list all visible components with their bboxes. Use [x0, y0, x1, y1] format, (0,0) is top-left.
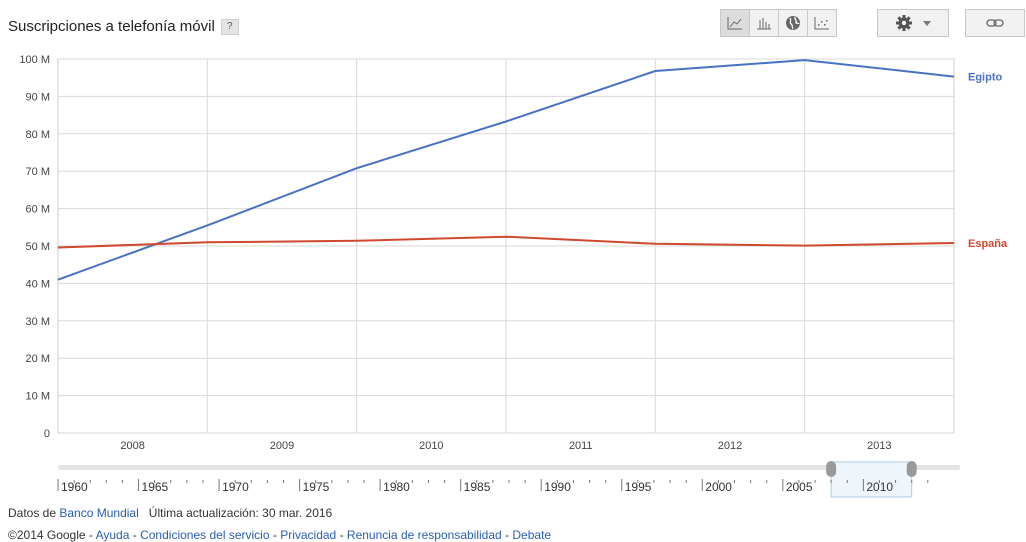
- privacy-link[interactable]: Privacidad: [280, 528, 336, 542]
- y-tick-label: 50 M: [26, 241, 50, 253]
- y-tick-label: 80 M: [26, 129, 50, 141]
- x-tick-label: 2011: [569, 440, 593, 452]
- slider-year-label: 1985: [464, 480, 491, 494]
- slider-year-label: 1990: [544, 480, 571, 494]
- y-tick-label: 30 M: [26, 316, 50, 328]
- line-chart: 0 10 M 20 M 30 M 40 M 50 M 60 M 70 M 80 M 90 M 100…: [0, 0, 1026, 500]
- series-label: España: [968, 238, 1008, 250]
- slider-year-label: 1970: [222, 480, 249, 494]
- source-link[interactable]: Banco Mundial: [59, 506, 138, 520]
- y-tick-label: 10 M: [26, 391, 50, 403]
- y-tick-label: 20 M: [26, 353, 50, 365]
- slider-handle-start[interactable]: [826, 461, 836, 477]
- x-tick-label: 2008: [120, 440, 144, 452]
- x-tick-label: 2009: [270, 440, 294, 452]
- slider-year-label: 1965: [142, 480, 169, 494]
- y-tick-label: 70 M: [26, 166, 50, 178]
- slider-handle-end[interactable]: [907, 461, 917, 477]
- slider-year-label: 2010: [866, 480, 893, 494]
- slider-year-label: 1975: [303, 480, 330, 494]
- series-label: Egipto: [968, 72, 1002, 84]
- slider-year-label: 1995: [625, 480, 652, 494]
- discussion-link[interactable]: Debate: [512, 528, 551, 542]
- y-tick-label: 90 M: [26, 91, 50, 103]
- disclaimer-link[interactable]: Renuncia de responsabilidad: [347, 528, 502, 542]
- slider-year-label: 1980: [383, 480, 410, 494]
- x-tick-label: 2010: [419, 440, 443, 452]
- footer-links: ©2014 Google - Ayuda - Condiciones del s…: [8, 528, 551, 542]
- slider-year-label: 2000: [705, 480, 732, 494]
- last-updated: Última actualización: 30 mar. 2016: [149, 506, 332, 520]
- help-link[interactable]: Ayuda: [96, 528, 130, 542]
- data-prefix: Datos de: [8, 506, 56, 520]
- y-tick-label: 100 M: [19, 54, 50, 66]
- slider-year-label: 1960: [61, 480, 88, 494]
- data-source-line: Datos de Banco Mundial Última actualizac…: [8, 506, 332, 520]
- terms-link[interactable]: Condiciones del servicio: [140, 528, 269, 542]
- y-tick-label: 40 M: [26, 278, 50, 290]
- x-tick-label: 2012: [718, 440, 742, 452]
- slider-track: [58, 465, 960, 470]
- x-tick-label: 2013: [867, 440, 891, 452]
- copyright: ©2014 Google: [8, 528, 86, 542]
- slider-year-label: 2005: [786, 480, 813, 494]
- y-tick-label: 60 M: [26, 204, 50, 216]
- y-tick-label: 0: [44, 428, 50, 440]
